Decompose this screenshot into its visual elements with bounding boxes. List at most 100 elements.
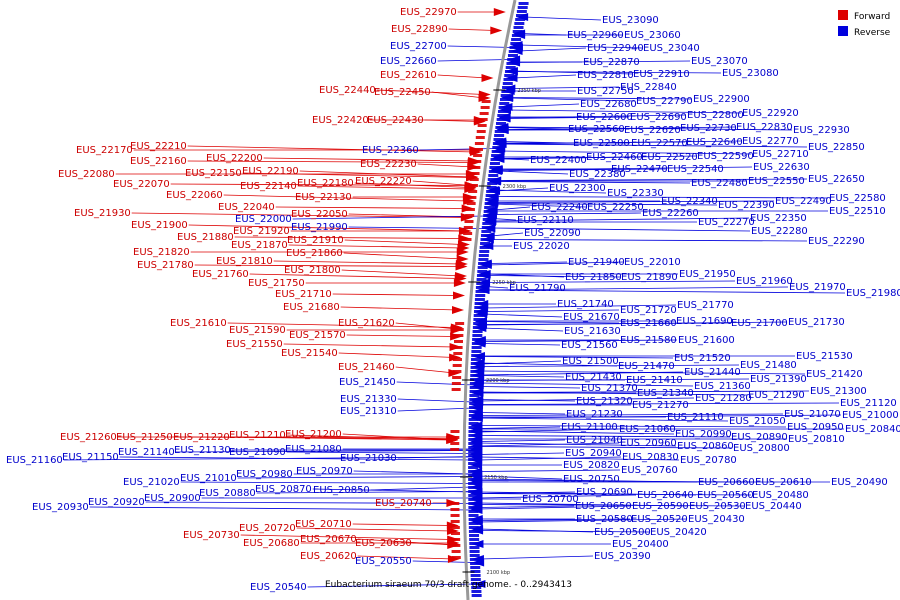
forward-gene-arrow — [455, 260, 468, 268]
reverse-gene-label: EUS_22280 — [751, 226, 808, 237]
reverse-gene-block — [492, 142, 503, 145]
forward-connector-line — [417, 163, 474, 168]
forward-gene-arrow — [453, 279, 466, 287]
forward-gene-label: EUS_22050 — [291, 209, 348, 220]
reverse-gene-label: EUS_20780 — [680, 455, 737, 466]
reverse-gene-label: EUS_21360 — [694, 381, 751, 392]
reverse-gene-block — [486, 190, 497, 193]
reverse-gene-block — [471, 346, 482, 349]
reverse-connector-line — [506, 109, 742, 114]
scale-tick-label: 2350 kbp — [517, 88, 541, 94]
forward-connector-line — [297, 185, 471, 190]
reverse-gene-label: EUS_20840 — [845, 424, 900, 435]
forward-gene-block — [451, 538, 461, 541]
forward-connector-line — [188, 224, 466, 232]
forward-gene-block — [454, 334, 464, 337]
forward-gene-label: EUS_22220 — [355, 176, 412, 187]
reverse-gene-label: EUS_21290 — [748, 390, 805, 401]
reverse-gene-label: EUS_20800 — [733, 443, 790, 454]
reverse-connector-line — [498, 168, 667, 171]
reverse-connector-line — [479, 386, 581, 389]
forward-connector-line — [376, 89, 485, 95]
reverse-connector-line — [397, 456, 473, 459]
forward-gene-label: EUS_21590 — [229, 325, 286, 336]
reverse-connector-line — [478, 469, 621, 472]
reverse-gene-block — [494, 134, 505, 137]
forward-gene-block — [454, 328, 464, 331]
scale-tick-label: 2250 kbp — [492, 280, 516, 286]
reverse-gene-label: EUS_22660 — [380, 56, 437, 67]
forward-gene-label: EUS_21810 — [216, 256, 273, 267]
forward-gene-label: EUS_20720 — [239, 523, 296, 534]
reverse-connector-line — [511, 86, 620, 89]
reverse-gene-block — [493, 138, 504, 141]
reverse-gene-block — [468, 530, 479, 533]
forward-gene-block — [450, 448, 460, 451]
reverse-gene-label: EUS_22790 — [636, 96, 693, 107]
reverse-connector-line — [479, 399, 576, 402]
forward-gene-block — [468, 184, 478, 187]
reverse-gene-block — [468, 426, 479, 429]
reverse-connector-line — [490, 227, 751, 232]
reverse-connector-line — [497, 178, 808, 181]
reverse-gene-block — [470, 570, 481, 573]
reverse-gene-label: EUS_21150 — [62, 452, 119, 463]
forward-gene-label: EUS_21930 — [74, 208, 131, 219]
reverse-gene-label: EUS_22940 — [587, 43, 644, 54]
reverse-connector-line — [482, 321, 788, 326]
reverse-gene-label: EUS_22540 — [667, 164, 724, 175]
forward-gene-label: EUS_21250 — [116, 432, 173, 443]
reverse-connector-line — [493, 203, 718, 206]
reverse-connector-line — [478, 439, 566, 442]
forward-connector-line — [340, 306, 458, 311]
forward-gene-label: EUS_22180 — [297, 178, 354, 189]
forward-gene-label: EUS_22200 — [206, 153, 263, 164]
reverse-gene-block — [515, 18, 526, 21]
forward-gene-arrow — [473, 117, 486, 126]
reverse-connector-line — [479, 530, 650, 533]
forward-connector-line — [357, 555, 454, 560]
reverse-gene-label: EUS_22270 — [698, 217, 755, 228]
forward-gene-arrow — [449, 353, 462, 362]
reverse-gene-label: EUS_22260 — [642, 208, 699, 219]
reverse-gene-label: EUS_22560 — [568, 124, 625, 135]
reverse-connector-line — [484, 304, 677, 309]
reverse-gene-block — [469, 550, 480, 553]
reverse-gene-block — [468, 418, 479, 421]
reverse-gene-label: EUS_21060 — [619, 424, 676, 435]
reverse-connector-line — [482, 327, 564, 332]
forward-gene-label: EUS_21750 — [248, 278, 305, 289]
forward-gene-label: EUS_22230 — [360, 159, 417, 170]
forward-gene-label: EUS_21860 — [286, 248, 343, 259]
reverse-gene-block — [496, 118, 507, 121]
forward-gene-label: EUS_21880 — [177, 232, 234, 243]
reverse-connector-line — [478, 442, 620, 447]
forward-gene-block — [450, 436, 460, 439]
reverse-gene-label: EUS_20760 — [621, 465, 678, 476]
forward-gene-label: EUS_21900 — [131, 220, 188, 231]
reverse-gene-label: EUS_22690 — [630, 112, 687, 123]
reverse-gene-block — [513, 26, 524, 29]
reverse-connector-line — [479, 397, 695, 402]
forward-gene-label: EUS_21460 — [338, 362, 395, 373]
reverse-connector-line — [494, 200, 775, 203]
reverse-connector-line — [485, 286, 789, 291]
forward-gene-block — [450, 514, 460, 517]
reverse-gene-block — [473, 314, 484, 317]
reverse-gene-block — [511, 38, 522, 41]
forward-connector-line — [424, 119, 480, 122]
reverse-gene-label: EUS_22090 — [524, 228, 581, 239]
reverse-gene-block — [480, 242, 491, 245]
reverse-gene-label: EUS_22850 — [808, 142, 865, 153]
forward-gene-label: EUS_21800 — [284, 265, 341, 276]
forward-connector-line — [412, 542, 454, 545]
reverse-gene-block — [483, 210, 494, 213]
reverse-gene-label: EUS_20430 — [688, 514, 745, 525]
forward-gene-block — [452, 376, 462, 379]
forward-gene-label: EUS_20710 — [295, 519, 352, 530]
forward-gene-label: EUS_21550 — [226, 339, 283, 350]
reverse-connector-line — [397, 407, 473, 412]
reverse-gene-block — [518, 2, 529, 5]
forward-connector-line — [187, 145, 476, 153]
forward-gene-label: EUS_21620 — [338, 318, 395, 329]
